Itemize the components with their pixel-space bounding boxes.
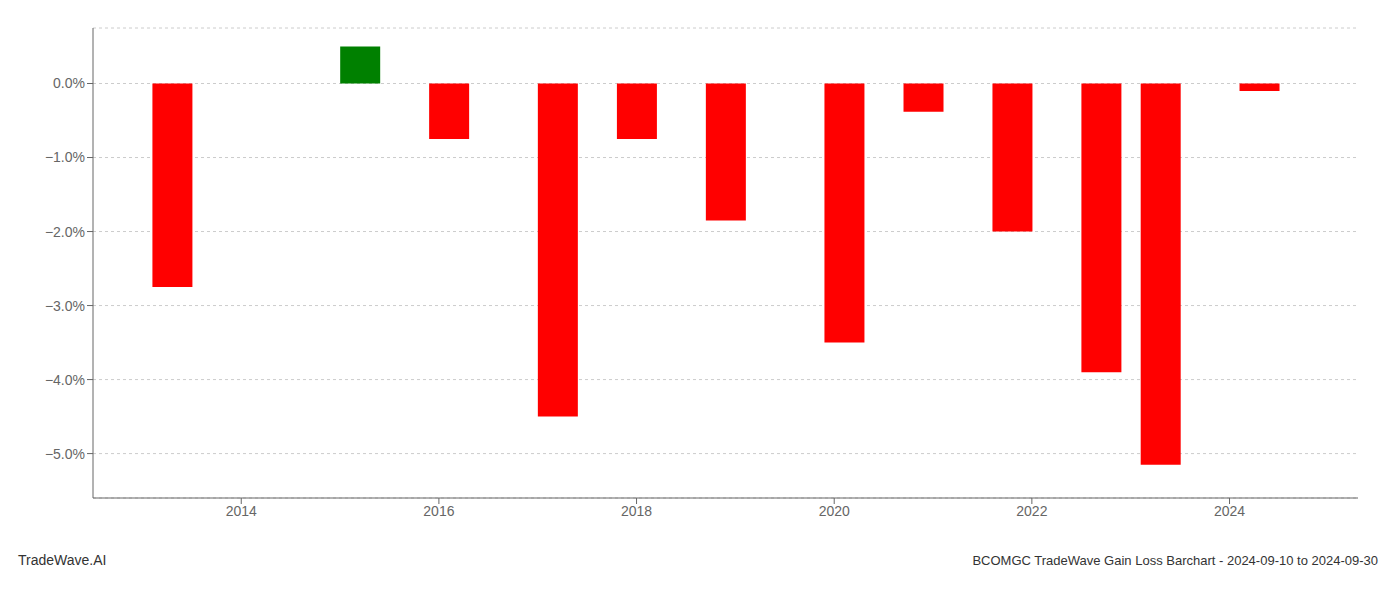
svg-text:−5.0%: −5.0% [45,446,85,462]
svg-text:2020: 2020 [819,503,850,519]
html-text:TradeWave.AI: TradeWave.AI [18,552,107,568]
svg-text:−3.0%: −3.0% [45,298,85,314]
svg-text:2022: 2022 [1016,503,1047,519]
svg-text:−4.0%: −4.0% [45,372,85,388]
html-text:BCOMGC TradeWave Gain Loss Bar: BCOMGC TradeWave Gain Loss Barchart - 20… [972,553,1378,568]
svg-text:2018: 2018 [621,503,652,519]
svg-text:−1.0%: −1.0% [45,149,85,165]
svg-text:2016: 2016 [423,503,454,519]
svg-text:−2.0%: −2.0% [45,224,85,240]
svg-text:0.0%: 0.0% [53,75,85,91]
svg-text:2014: 2014 [226,503,257,519]
svg-text:2024: 2024 [1214,503,1245,519]
